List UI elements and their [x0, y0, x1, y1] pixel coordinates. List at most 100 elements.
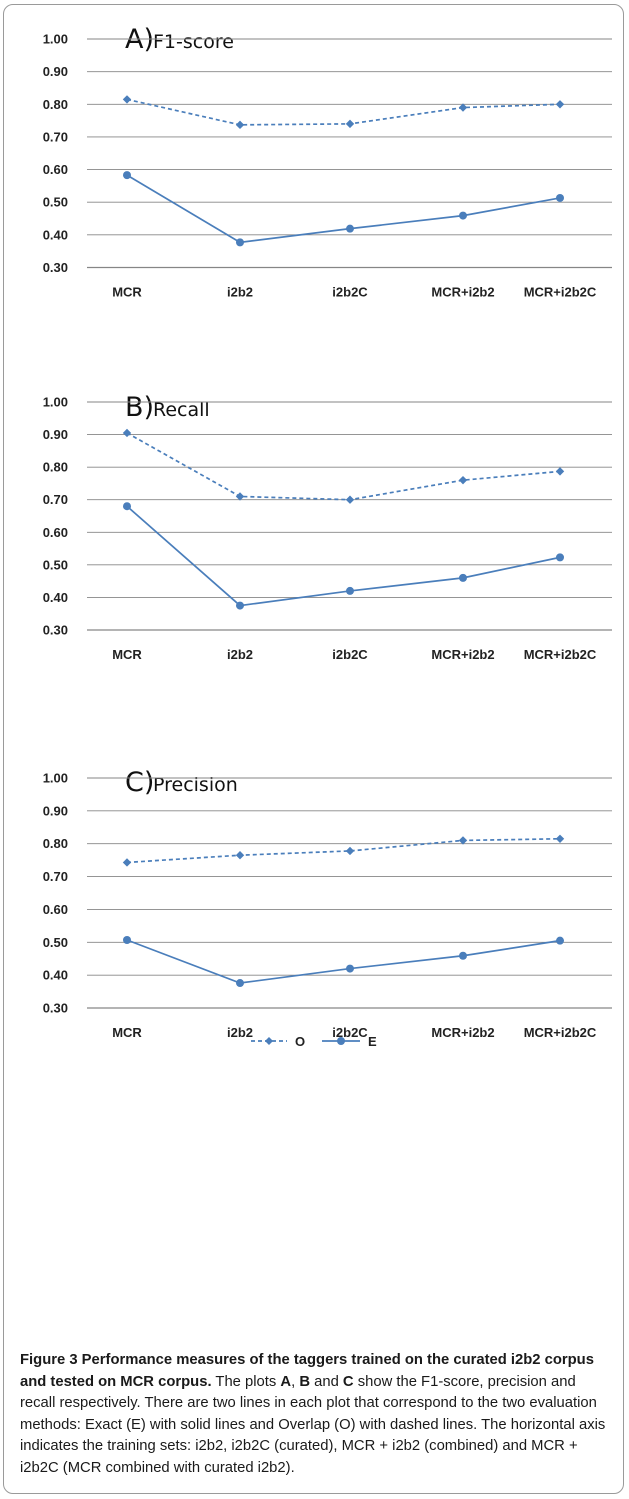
data-point-O — [235, 120, 245, 130]
y-tick-label: 0.90 — [43, 427, 68, 442]
series-line-O — [126, 432, 561, 501]
series-line-O — [126, 98, 561, 126]
data-point-E — [236, 601, 244, 610]
caption-ref-b: B — [299, 1373, 310, 1390]
x-tick-label: MCR+i2b2C — [524, 647, 597, 662]
legend-label-O: O — [295, 1034, 305, 1049]
chart-panel-2: B)Recall 1.00 0.90 0.80 0.70 0.60 0.50 0.40 0.30… — [43, 392, 612, 662]
legend-marker-E — [337, 1037, 345, 1045]
series-line-E — [126, 939, 561, 984]
y-tick-label: 1.00 — [43, 32, 68, 47]
x-tick-label: MCR+i2b2 — [431, 1025, 494, 1040]
series-line-O — [126, 837, 561, 864]
figure-caption: Figure 3 Performance measures of the tag… — [20, 1350, 610, 1480]
data-point-O — [235, 851, 245, 860]
y-tick-label: 0.30 — [43, 1001, 68, 1016]
panel-title: Precision — [153, 774, 238, 796]
y-tick-label: 1.00 — [43, 771, 68, 786]
x-tick-label: MCR — [112, 1025, 142, 1040]
x-tick-label: i2b2 — [227, 1025, 253, 1040]
y-tick-label: 0.60 — [43, 525, 68, 540]
data-point-E — [236, 979, 244, 988]
y-tick-label: 1.00 — [43, 395, 68, 410]
y-tick-label: 0.90 — [43, 64, 68, 79]
data-point-E — [556, 193, 564, 202]
data-point-O — [555, 100, 565, 109]
data-point-E — [346, 224, 354, 233]
y-tick-label: 0.40 — [43, 227, 68, 242]
x-tick-label: i2b2C — [332, 1025, 368, 1040]
x-tick-label: i2b2C — [332, 285, 368, 300]
data-point-E — [346, 964, 354, 973]
x-tick-label: MCR — [112, 285, 142, 300]
data-point-O — [555, 834, 565, 843]
x-tick-label: i2b2 — [227, 647, 253, 662]
chart-panel-3: C)Precision 1.00 0.90 0.80 0.70 0.60 0.50 0.40 0… — [43, 767, 612, 1040]
y-tick-label: 0.40 — [43, 590, 68, 605]
legend-label-E: E — [368, 1034, 377, 1049]
y-tick-label: 0.60 — [43, 902, 68, 917]
x-tick-label: i2b2 — [227, 285, 253, 300]
caption-text-1: The plots — [211, 1373, 281, 1390]
figure-frame — [3, 4, 624, 1494]
panel-letter: A) — [125, 24, 154, 55]
data-point-O — [235, 492, 245, 501]
data-point-E — [236, 238, 244, 247]
data-point-O — [555, 467, 565, 476]
caption-heading: Figure 3 Performance measures of the tag… — [20, 1352, 594, 1390]
y-tick-label: 0.30 — [43, 623, 68, 638]
data-point-E — [556, 936, 564, 945]
data-point-E — [459, 573, 467, 582]
caption-ref-a: A — [280, 1373, 292, 1390]
x-tick-label: MCR — [112, 647, 142, 662]
data-point-O — [458, 475, 468, 485]
panel-title: Recall — [153, 399, 210, 421]
y-tick-label: 0.70 — [43, 129, 68, 144]
data-point-O — [122, 95, 132, 104]
data-point-E — [123, 502, 131, 511]
y-tick-label: 0.50 — [43, 935, 68, 950]
x-tick-label: MCR+i2b2C — [524, 285, 597, 300]
data-point-O — [458, 103, 468, 112]
y-tick-label: 0.80 — [43, 460, 68, 475]
panel-letter: B) — [125, 392, 154, 423]
y-tick-label: 0.40 — [43, 968, 68, 983]
y-tick-label: 0.80 — [43, 97, 68, 112]
caption-text-4: show the F1-score, precision and recall … — [20, 1373, 606, 1476]
y-tick-label: 0.50 — [43, 195, 68, 210]
caption-text-2: , — [291, 1373, 300, 1390]
y-tick-label: 0.70 — [43, 492, 68, 507]
x-tick-label: i2b2C — [332, 647, 368, 662]
caption-ref-c: C — [342, 1373, 354, 1390]
y-tick-label: 0.80 — [43, 836, 68, 851]
data-point-E — [459, 211, 467, 220]
y-tick-label: 0.30 — [43, 260, 68, 275]
data-point-E — [123, 935, 131, 944]
x-tick-label: MCR+i2b2 — [431, 647, 494, 662]
data-point-E — [556, 553, 564, 562]
y-tick-label: 0.60 — [43, 162, 68, 177]
data-point-E — [123, 171, 131, 180]
data-point-O — [345, 495, 355, 504]
data-point-O — [122, 428, 132, 438]
caption-text-3: and — [310, 1373, 343, 1390]
x-tick-label: MCR+i2b2 — [431, 285, 494, 300]
panel-title: F1-score — [153, 31, 234, 53]
chart-panel-1: A)F1-score 1.00 0.90 0.80 0.70 0.60 0.50 0.40 0.… — [43, 24, 612, 300]
data-point-O — [122, 858, 132, 867]
data-point-O — [345, 119, 355, 129]
y-tick-label: 0.90 — [43, 803, 68, 818]
panel-letter: C) — [125, 767, 154, 798]
legend-marker-O — [265, 1037, 273, 1045]
x-tick-label: MCR+i2b2C — [524, 1025, 597, 1040]
figure-charts: A)F1-score 1.00 0.90 0.80 0.70 0.60 0.50 0.40 0.… — [43, 24, 612, 1049]
data-point-E — [346, 586, 354, 595]
y-tick-label: 0.70 — [43, 869, 68, 884]
data-point-O — [458, 836, 468, 845]
data-point-O — [345, 846, 355, 856]
data-point-E — [459, 951, 467, 960]
series-line-E — [126, 505, 561, 607]
y-tick-label: 0.50 — [43, 557, 68, 572]
series-line-E — [126, 174, 561, 244]
